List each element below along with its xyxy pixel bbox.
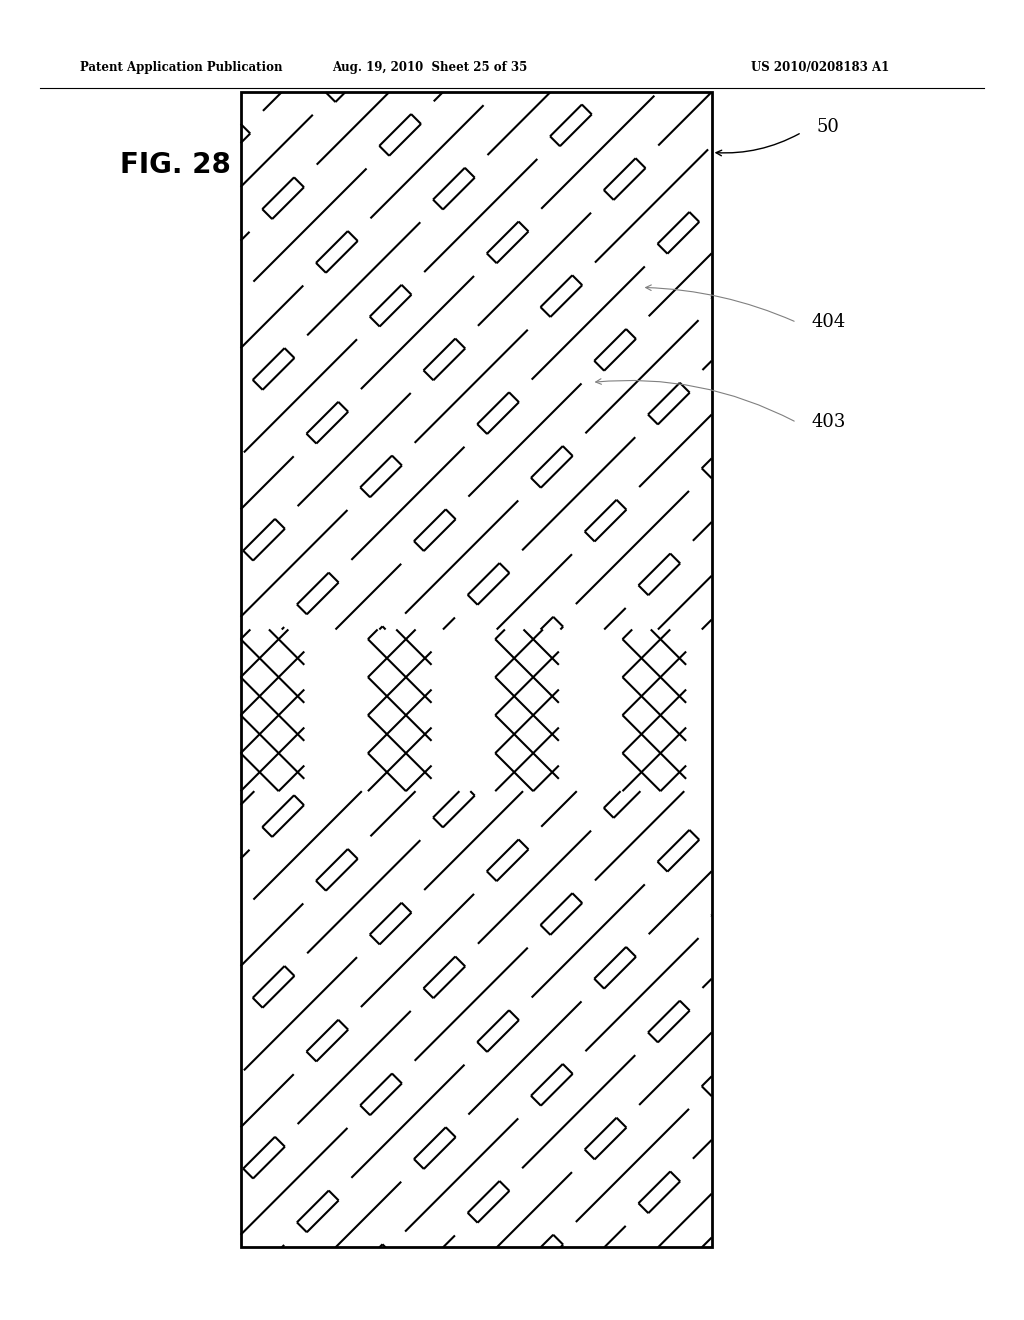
Text: Aug. 19, 2010  Sheet 25 of 35: Aug. 19, 2010 Sheet 25 of 35 — [333, 62, 527, 74]
Text: 404: 404 — [812, 313, 846, 331]
Bar — [241, 92, 712, 1247]
Text: US 2010/0208183 A1: US 2010/0208183 A1 — [751, 62, 889, 74]
Text: Patent Application Publication: Patent Application Publication — [80, 62, 283, 74]
Text: 50: 50 — [817, 119, 840, 136]
Text: 403: 403 — [812, 413, 846, 432]
Text: FIG. 28: FIG. 28 — [120, 150, 230, 180]
